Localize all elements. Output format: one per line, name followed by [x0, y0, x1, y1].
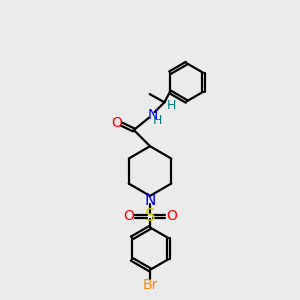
Text: N: N — [144, 193, 156, 208]
Text: H: H — [167, 99, 176, 112]
Text: O: O — [111, 116, 122, 130]
Text: Br: Br — [142, 278, 158, 292]
Text: S: S — [145, 207, 155, 225]
Text: O: O — [166, 209, 177, 223]
Text: O: O — [123, 209, 134, 223]
Text: H: H — [153, 114, 162, 127]
Text: N: N — [148, 108, 158, 122]
